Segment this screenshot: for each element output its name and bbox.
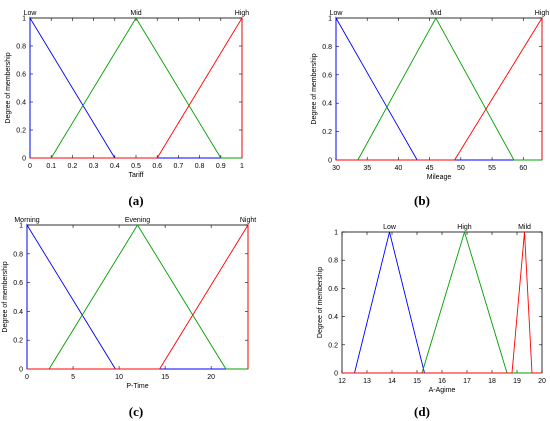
caption-a: (a) (128, 193, 144, 208)
x-tick-label: 0.3 (89, 163, 99, 170)
x-tick-label: 0.8 (195, 163, 205, 170)
x-tick-label: 19 (513, 378, 521, 385)
y-tick-label: 1 (328, 16, 332, 23)
x-axis-label: Mileage (427, 174, 452, 181)
x-tick-label: 0.6 (152, 163, 162, 170)
y-tick-label: 0.4 (328, 314, 338, 321)
x-tick-label: 15 (161, 374, 169, 381)
x-tick-label: 55 (488, 165, 496, 172)
mf-label-mid: Mid (130, 10, 141, 17)
y-tick-label: 0.8 (328, 258, 338, 265)
x-tick-label: 1 (240, 163, 244, 170)
x-tick-label: 0 (25, 374, 29, 381)
y-tick-label: 0.2 (328, 342, 338, 349)
plot-area (335, 17, 543, 161)
x-tick-label: 16 (438, 378, 446, 385)
mf-label-high: High (235, 10, 250, 17)
y-tick-label: 0.8 (16, 44, 26, 51)
chart-panel-c: 0 5 10 15 20 0 0.2 0.4 0.6 0.8 1 Morning Evening Nigh… (0, 210, 275, 421)
plot-area (341, 231, 543, 374)
x-tick-label: 30 (332, 165, 340, 172)
caption-c: (c) (128, 404, 144, 419)
y-tick-label: 0.4 (322, 101, 332, 108)
x-axis-label: Tariff (128, 172, 143, 179)
y-axis-label: Degree of membership (2, 261, 9, 332)
y-tick-label: 0 (334, 371, 338, 378)
y-tick-label: 0.8 (322, 44, 332, 51)
y-tick-label: 0.4 (16, 100, 26, 107)
mf-label-mild: Mild (518, 224, 531, 231)
plot-area (26, 224, 249, 370)
x-tick-label: 13 (363, 378, 371, 385)
caption-b: (b) (414, 193, 430, 208)
x-tick-label: 40 (395, 165, 403, 172)
mf-label-high: High (457, 224, 472, 231)
y-tick-label: 0.2 (13, 338, 23, 345)
x-tick-label: 0.2 (68, 163, 78, 170)
chart-panel-a: 0 0.1 0.2 0.3 0.4 0.5 0.6 0.7 0.8 0.9 1 0 0.2 0.4 0.6 0… (0, 0, 275, 210)
series-line-morning (26, 223, 248, 370)
y-tick-label: 0.2 (16, 128, 26, 135)
mf-label-high: High (535, 10, 550, 17)
series-line-low (335, 16, 542, 161)
mf-label-morning: Morning (14, 217, 39, 224)
y-tick-label: 1 (19, 223, 23, 230)
y-tick-label: 1 (334, 230, 338, 237)
y-tick-label: 0.6 (13, 280, 23, 287)
chart-panel-b: 30 35 40 45 50 55 60 0 0.2 0.4 0.6 0.8 1 Low Mid High Mi… (275, 0, 550, 210)
mf-label-low: Low (24, 10, 38, 17)
x-tick-label: 50 (457, 165, 465, 172)
y-tick-label: 0.2 (322, 129, 332, 136)
y-tick-label: 0.6 (16, 72, 26, 79)
x-tick-label: 35 (363, 165, 371, 172)
y-axis-label: Degree of membership (317, 267, 324, 338)
x-tick-label: 0.4 (110, 163, 120, 170)
mf-label-low: Low (330, 10, 344, 17)
series-line-low (29, 16, 242, 159)
x-tick-label: 0.9 (216, 163, 226, 170)
x-tick-label: 15 (413, 378, 421, 385)
caption-d: (d) (414, 404, 430, 419)
series-line-night (27, 223, 249, 370)
series-line-mild (342, 231, 542, 374)
mf-label-night: Night (240, 217, 256, 224)
x-tick-label: 5 (71, 374, 75, 381)
y-tick-label: 0 (19, 367, 23, 374)
x-axis-label: P-Time (126, 383, 148, 390)
x-tick-label: 10 (115, 374, 123, 381)
mf-label-mid: Mid (430, 10, 441, 17)
y-tick-label: 0.4 (13, 309, 23, 316)
plot-area (29, 17, 243, 159)
x-tick-label: 45 (426, 165, 434, 172)
y-tick-label: 0 (22, 156, 26, 163)
y-tick-label: 0.6 (328, 286, 338, 293)
y-axis-label: Degree of membership (311, 53, 318, 124)
x-tick-label: 20 (207, 374, 215, 381)
y-tick-label: 0.6 (322, 72, 332, 79)
x-tick-label: 0.1 (46, 163, 56, 170)
x-tick-label: 14 (388, 378, 396, 385)
y-axis-label: Degree of membership (5, 52, 12, 123)
mf-label-evening: Evening (125, 217, 150, 224)
membership-chart-tariff: 0 0.1 0.2 0.3 0.4 0.5 0.6 0.7 0.8 0.9 1 0 0.2 0.4 0.6 0… (5, 10, 250, 179)
mf-label-low: Low (383, 224, 397, 231)
x-tick-label: 18 (488, 378, 496, 385)
y-tick-label: 0.8 (13, 251, 23, 258)
x-tick-label: 12 (338, 378, 346, 385)
chart-panel-d: 12 13 14 15 16 17 18 19 20 0 0.2 0.4 0.6 0.8 1 Low High M… (275, 210, 550, 421)
x-tick-label: 20 (538, 378, 546, 385)
x-axis-label: A-Agime (429, 387, 456, 394)
x-tick-label: 0.7 (174, 163, 184, 170)
series-line-high (336, 16, 543, 161)
x-tick-label: 17 (463, 378, 471, 385)
x-tick-label: 60 (519, 165, 527, 172)
y-tick-label: 0 (328, 158, 332, 165)
series-line-high (30, 16, 243, 159)
y-tick-label: 1 (22, 16, 26, 23)
x-tick-label: 0.5 (131, 163, 141, 170)
x-tick-label: 0 (28, 163, 32, 170)
membership-chart-aagime: 12 13 14 15 16 17 18 19 20 0 0.2 0.4 0.6 0.8 1 Low High M… (317, 224, 546, 394)
